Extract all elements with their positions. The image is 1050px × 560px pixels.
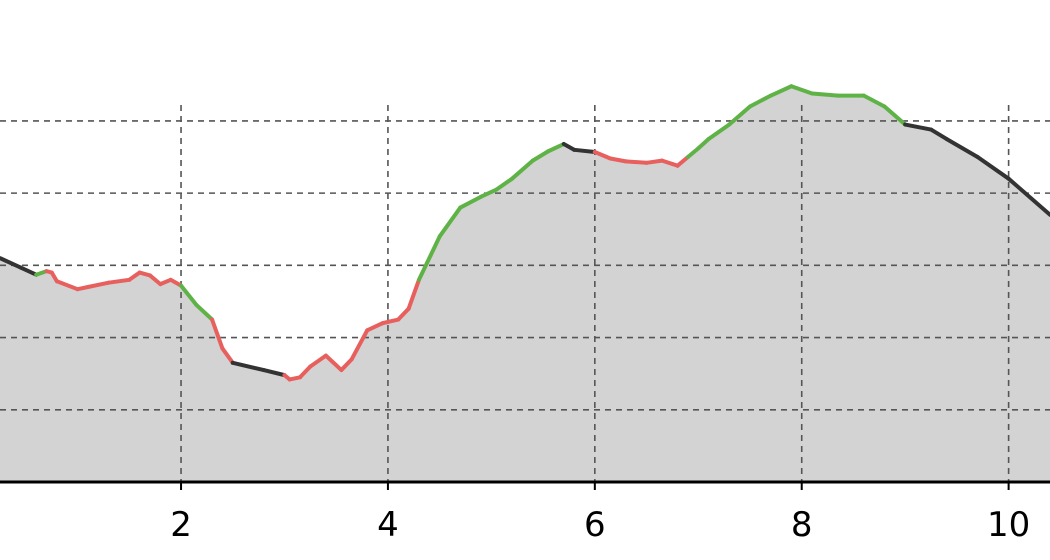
elevation-area (0, 86, 1050, 482)
line-segment-descent (323, 353, 344, 373)
line-segment-descent (148, 273, 163, 287)
line-segment-ascent (789, 84, 815, 96)
line-segment-ascent (685, 146, 701, 160)
line-segment-descent (106, 277, 132, 285)
line-segment-descent (406, 277, 421, 311)
line-segment-ascent (768, 84, 794, 98)
line-segment-ascent (706, 122, 732, 141)
line-segment-descent (365, 321, 385, 333)
line-segment-descent (380, 317, 401, 326)
line-segment-descent (220, 346, 235, 365)
line-segment-flat (944, 136, 980, 160)
line-segment-descent (592, 149, 613, 161)
line-segment-ascent (416, 234, 442, 282)
line-segment-descent (396, 306, 411, 322)
line-segment-descent (308, 353, 328, 369)
x-tick-label: 2 (170, 505, 192, 545)
line-segment-flat (261, 368, 287, 378)
line-segment-descent (210, 317, 225, 351)
line-segment-ascent (194, 303, 215, 322)
line-segment-ascent (882, 104, 908, 127)
x-tick-label: 8 (791, 505, 813, 545)
line-segment-descent (127, 270, 142, 282)
line-segment-flat (903, 122, 934, 132)
line-segment-descent (660, 158, 680, 168)
line-segment-flat (0, 256, 23, 270)
line-segment-ascent (696, 136, 711, 151)
line-segment-ascent (494, 176, 515, 192)
line-segment-ascent (179, 283, 199, 308)
x-tick-label: 10 (987, 505, 1030, 545)
line-segment-descent (644, 158, 665, 165)
line-segment-descent (298, 364, 313, 380)
line-segment-descent (623, 159, 649, 165)
line-segment-descent (54, 279, 80, 292)
line-segment-descent (675, 155, 690, 168)
line-segment-ascent (810, 91, 840, 98)
line-segment-descent (608, 156, 628, 164)
line-segment-descent (85, 280, 111, 290)
line-segment-ascent (510, 158, 535, 181)
line-segment-ascent (458, 194, 484, 210)
line-segment-ascent (530, 149, 551, 163)
line-segment-flat (572, 147, 597, 154)
x-tick-label: 4 (377, 505, 399, 545)
x-tick-label: 6 (584, 505, 606, 545)
elevation-line-layer (0, 84, 1050, 382)
grid-layer (0, 105, 1050, 482)
line-segment-descent (349, 328, 370, 362)
line-segment-flat (975, 155, 1011, 181)
line-segment-descent (339, 357, 354, 373)
elevation-area-layer (0, 86, 1050, 482)
line-segment-flat (18, 265, 39, 277)
line-segment-ascent (861, 93, 887, 109)
line-segment-ascent (727, 104, 752, 127)
line-segment-ascent (437, 205, 463, 239)
line-segment-ascent (546, 142, 566, 154)
line-segment-ascent (479, 187, 499, 199)
line-segment-flat (230, 360, 266, 373)
line-segment-flat (929, 127, 949, 141)
line-segment-ascent (748, 93, 773, 109)
line-segment-flat (1006, 176, 1050, 217)
x-tick-labels: 2 4 6 8 10 (170, 482, 1030, 545)
